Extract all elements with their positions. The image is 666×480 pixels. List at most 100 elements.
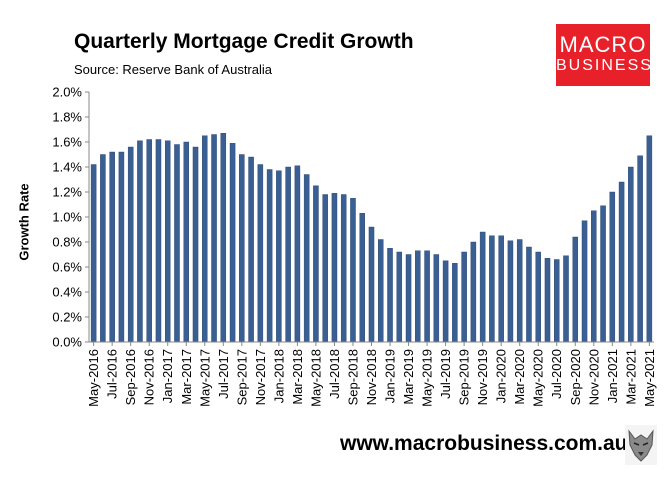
bar-Aug-2016 <box>118 151 125 343</box>
bar-Jun-2016 <box>100 154 106 343</box>
bar-Sep-2019 <box>461 251 467 343</box>
bar-Jan-2017 <box>164 140 171 343</box>
bar-Nov-2019 <box>479 231 486 343</box>
chart-subtitle: Source: Reserve Bank of Australia <box>74 62 272 77</box>
bar-Sep-2016 <box>127 146 134 343</box>
bar-Jan-2018 <box>276 170 282 343</box>
bar-Nov-2016 <box>146 139 152 343</box>
bar-Jun-2017 <box>211 134 217 343</box>
x-tick-label: May-2020 <box>531 349 546 407</box>
y-tick-label: 1.6% <box>52 135 82 150</box>
bar-Nov-2020 <box>591 210 597 343</box>
y-axis-ticks: 0.0% 0.2% 0.4% 0.6% 0.8% 1.0% 1.2% 1.4% 1.6% 1.8%… <box>52 85 89 350</box>
x-tick-label: Jan-2021 <box>605 349 620 403</box>
bar-Oct-2018 <box>359 213 365 343</box>
y-tick-label: 0.6% <box>52 260 82 275</box>
bar-Jan-2019 <box>387 248 393 343</box>
x-tick-label: Nov-2016 <box>142 349 157 405</box>
x-tick-label: May-2017 <box>197 349 212 407</box>
x-tick-label: Mar-2018 <box>290 349 305 405</box>
bar-Aug-2020 <box>563 255 569 343</box>
bar-Jul-2020 <box>554 259 560 343</box>
logo-line-1: MACRO <box>559 32 647 57</box>
bar-Jul-2018 <box>331 193 338 343</box>
bar-Dec-2020 <box>600 205 606 343</box>
bar-Feb-2021 <box>618 181 625 343</box>
bar-Feb-2018 <box>285 166 291 343</box>
bar-Jan-2021 <box>609 191 616 343</box>
bar-Apr-2017 <box>192 146 199 343</box>
x-tick-label: Jul-2016 <box>105 349 120 399</box>
bar-Feb-2020 <box>507 240 514 343</box>
x-tick-label: May-2016 <box>86 349 101 407</box>
y-tick-label: 0.4% <box>52 285 82 300</box>
bar-Apr-2020 <box>526 246 532 343</box>
x-tick-label: Mar-2020 <box>512 349 527 405</box>
y-tick-label: 0.2% <box>52 310 82 325</box>
y-tick-label: 2.0% <box>52 85 82 100</box>
y-tick-label: 1.0% <box>52 210 82 225</box>
wolf-icon <box>625 425 657 465</box>
bar-Oct-2016 <box>137 140 143 343</box>
x-tick-label: Sep-2018 <box>345 349 360 405</box>
bar-Sep-2017 <box>239 154 245 343</box>
bar-Jul-2016 <box>109 151 115 343</box>
bar-Jun-2018 <box>322 194 328 343</box>
bar-Oct-2020 <box>581 220 588 343</box>
bar-Mar-2018 <box>294 165 301 343</box>
x-tick-label: Sep-2016 <box>123 349 138 405</box>
bar-Jun-2019 <box>433 254 440 343</box>
x-tick-label: Nov-2018 <box>364 349 379 405</box>
bar-Mar-2020 <box>516 239 523 343</box>
x-tick-label: Jan-2018 <box>271 349 286 403</box>
bar-Feb-2019 <box>396 251 403 343</box>
x-tick-label: Nov-2020 <box>586 349 601 405</box>
x-axis-ticks: May-2016 Jul-2016 Sep-2016 Nov-2016 Jan-2017… <box>86 342 657 407</box>
macrobusiness-logo: MACRO BUSINESS <box>556 24 653 86</box>
bar-Oct-2019 <box>470 241 477 343</box>
bar-Mar-2019 <box>405 254 412 343</box>
bar-Dec-2018 <box>378 239 384 343</box>
bar-May-2016 <box>90 164 97 343</box>
x-tick-label: Jan-2019 <box>383 349 398 403</box>
x-tick-label: May-2019 <box>420 349 435 407</box>
bar-Jun-2020 <box>544 258 551 343</box>
x-tick-label: Mar-2019 <box>401 349 416 405</box>
bar-May-2020 <box>535 251 541 343</box>
bar-Apr-2021 <box>637 155 643 343</box>
bar-Jul-2017 <box>220 133 227 343</box>
bar-Feb-2017 <box>174 144 180 343</box>
bar-Mar-2017 <box>183 141 190 343</box>
website-url: www.macrobusiness.com.au <box>340 432 628 455</box>
bar-Aug-2017 <box>229 143 236 343</box>
bar-Dec-2019 <box>489 235 495 343</box>
y-tick-label: 1.2% <box>52 185 82 200</box>
x-tick-label: Jul-2017 <box>216 349 231 399</box>
y-tick-label: 0.0% <box>52 335 82 350</box>
x-tick-label: May-2018 <box>308 349 323 407</box>
x-tick-label: May-2021 <box>642 349 657 407</box>
bar-May-2018 <box>313 185 319 343</box>
x-tick-label: Sep-2017 <box>234 349 249 405</box>
chart-title: Quarterly Mortgage Credit Growth <box>74 30 414 53</box>
bar-Sep-2018 <box>350 198 356 343</box>
x-tick-label: Jul-2019 <box>438 349 453 399</box>
x-tick-label: Nov-2019 <box>475 349 490 405</box>
bar-Nov-2018 <box>368 226 375 343</box>
bar-Aug-2019 <box>452 263 458 343</box>
bar-Oct-2017 <box>248 156 254 343</box>
x-tick-label: Jul-2018 <box>327 349 342 399</box>
x-tick-label: Mar-2017 <box>179 349 194 405</box>
bar-Apr-2018 <box>303 174 310 343</box>
bar-Sep-2020 <box>572 236 579 343</box>
bar-May-2021 <box>646 135 653 343</box>
bar-Nov-2017 <box>257 164 264 343</box>
bar-Dec-2017 <box>266 169 273 343</box>
y-tick-label: 1.8% <box>52 110 82 125</box>
bar-Dec-2016 <box>155 139 162 343</box>
bar-Jan-2020 <box>498 235 504 343</box>
x-tick-label: Mar-2021 <box>623 349 638 405</box>
x-tick-label: Jan-2020 <box>494 349 509 403</box>
logo-line-2: BUSINESS <box>556 57 653 74</box>
